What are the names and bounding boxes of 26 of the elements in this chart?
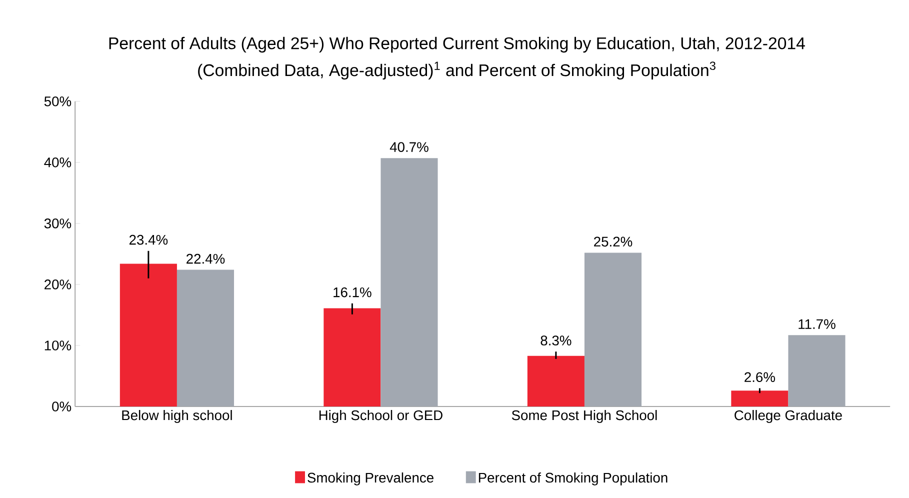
bar (731, 390, 788, 407)
data-label: 40.7% (390, 142, 428, 152)
legend-label: Smoking Prevalence (308, 472, 434, 486)
data-label: 25.2% (594, 236, 632, 247)
data-label: 23.4% (129, 234, 168, 245)
data-label: 8.3% (540, 336, 572, 346)
data-label: 22.4% (186, 254, 225, 264)
legend-label: Percent of Smoking Population (478, 472, 668, 486)
x-tick-label: College Graduate (734, 410, 842, 423)
x-tick-label: Some Post High School (512, 410, 657, 423)
bar (120, 264, 177, 407)
data-label: 2.6% (744, 372, 776, 382)
bar (527, 356, 584, 407)
y-tick-label: 0% (52, 402, 72, 412)
bar (324, 308, 381, 407)
x-tick-label: Below high school (122, 410, 232, 423)
y-tick-label: 10% (44, 340, 72, 350)
y-tick-label: 20% (44, 280, 72, 290)
chart-title: Percent of Adults (Aged 25+) Who Reported Current Smoking by Education, Utah, 2012-2014 (109, 36, 805, 53)
x-tick-label: High School or GED (319, 410, 442, 423)
data-label: 11.7% (798, 319, 836, 329)
y-tick-label: 30% (44, 218, 72, 228)
data-label: 16.1% (334, 287, 372, 298)
chart-subtitle: (Combined Data, Age-adjusted)$^{1}$ and Percent of Smoking Population$^{3}$ (198, 62, 716, 80)
y-tick-label: 50% (44, 96, 72, 106)
y-tick-label: 40% (44, 158, 72, 168)
